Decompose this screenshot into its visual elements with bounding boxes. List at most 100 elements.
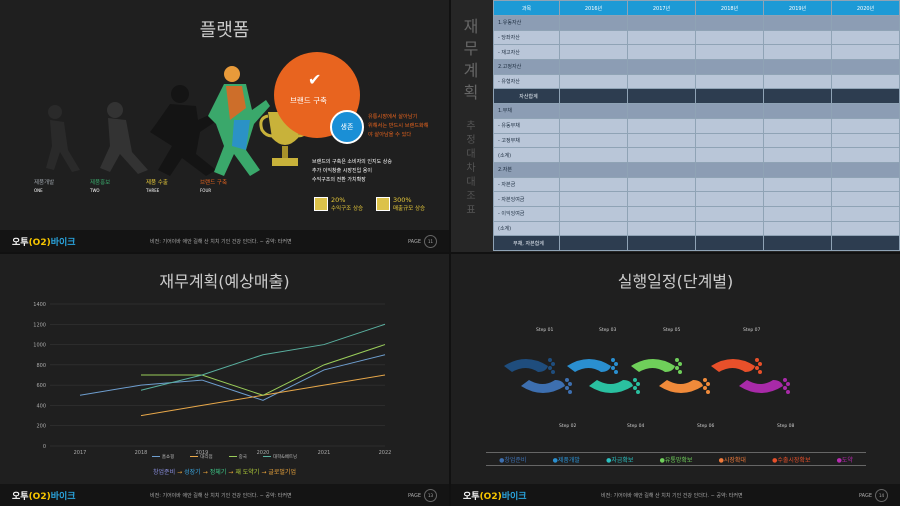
- legend-item: 대리점: [190, 455, 213, 460]
- y-tick-label: 1000: [33, 343, 46, 349]
- table-row: - 유형자산: [493, 73, 900, 90]
- table-row: (소계): [493, 147, 900, 163]
- bullet-icon: ●: [606, 456, 612, 464]
- growth-process: 창업준비 → 성장기 → 정체기 → 재 도약기 → 글로벌기업: [153, 469, 296, 476]
- y-tick-label: 200: [36, 424, 46, 430]
- sales-line-chart: 0 200 400 600 800 1000 1200 1400 2017 2018 2019 202…: [33, 302, 392, 456]
- slide-title: 재무계획(예상매출): [159, 272, 290, 291]
- logo: 오투(O2)바이크: [463, 492, 527, 502]
- table-row: 2.고정자산: [493, 59, 900, 75]
- page-number: 14: [875, 489, 888, 502]
- footprint-icon: [659, 378, 710, 394]
- table-row: 2.자본: [493, 161, 900, 178]
- survive-badge: 생존: [330, 110, 364, 144]
- slide-title: 실행일정(단계별): [617, 272, 734, 291]
- brand-benefits: 브랜드의 구축은 소비자의 인지도 상승 추가 이익창출 시장진입 용이 수익구…: [312, 159, 392, 183]
- slide-footer: 오투(O2)바이크 비전: 기어이바 애안 길해 산 치치 기인 건강 인더다.…: [451, 484, 900, 506]
- balance-sheet-table: 과목 2016년 2017년 2018년 2019년 2020년 1.유동자산 - 당좌자…: [493, 0, 900, 251]
- table-row: - 자본금: [493, 176, 900, 193]
- check-icon: ✔: [308, 70, 322, 89]
- bullet-icon: ●: [659, 456, 665, 464]
- table-row: (소계): [493, 220, 900, 237]
- page-indicator: PAGE 13: [408, 489, 437, 502]
- chart-icon: [376, 197, 390, 211]
- footprint-icon: [631, 358, 682, 374]
- phase-item: ●도약: [836, 456, 853, 464]
- table-row: - 재고자산: [493, 44, 900, 61]
- footprint-icon: [521, 378, 572, 394]
- process-stage: 정체기: [209, 469, 227, 476]
- x-tick-label: 2018: [135, 450, 148, 456]
- step-item: 브랜드 구축 FOUR: [200, 180, 228, 193]
- step-label: Step 08: [777, 424, 795, 429]
- logo: 오투(O2)바이크: [12, 238, 76, 248]
- brand-description: 유통시장에서 살아남기 위해서는 반드시 브랜드화해 야 살아남을 수 있다: [368, 114, 429, 138]
- phase-item: ●수출시장확보: [772, 456, 811, 464]
- step-label: Step 04: [627, 424, 645, 429]
- bullet-icon: ●: [552, 456, 558, 464]
- series-line: [79, 354, 386, 401]
- footprint-icon: [711, 358, 762, 374]
- page-indicator: PAGE 11: [408, 235, 437, 248]
- y-tick-label: 600: [36, 383, 46, 389]
- slide-title: 플랫폼: [199, 20, 250, 41]
- step-label: Step 03: [599, 328, 617, 333]
- y-tick-label: 1200: [33, 322, 46, 328]
- footer-message: 비전: 기어이바 애안 길해 산 치치 기인 건강 인더다. ∼ 공약: 타커면: [150, 493, 292, 499]
- logo: 오투(O2)바이크: [12, 492, 76, 502]
- x-tick-label: 2019: [196, 450, 209, 456]
- x-tick-label: 2022: [379, 450, 392, 456]
- process-stage: 성장기: [184, 469, 201, 476]
- legend-item: 홈쇼핑: [151, 455, 174, 460]
- y-tick-label: 800: [36, 363, 46, 369]
- step-label: Step 05: [663, 328, 681, 333]
- legend-item: 중국: [228, 455, 247, 460]
- table-row: 자산합계: [493, 88, 900, 105]
- footprint-icon: [504, 358, 555, 374]
- page-indicator: PAGE 14: [859, 489, 888, 502]
- x-tick-label: 2020: [257, 450, 270, 456]
- legend-item: 대학&배트닝: [262, 455, 297, 460]
- stat-sales: 300% 매출규모 상승: [376, 196, 425, 212]
- phase-list: ●창업준비 ●제품개발 ●자금확보 ●유통망확보 ●시장확대 ●수출시장확보 ●도약: [486, 452, 866, 466]
- footprint-icon: [589, 378, 640, 394]
- y-tick-label: 400: [36, 403, 46, 409]
- table-row: - 당좌자산: [493, 29, 900, 46]
- phase-item: ●자금확보: [606, 456, 634, 464]
- process-stage: 글로벌기업: [268, 469, 296, 476]
- footprint-icon: [567, 358, 618, 374]
- slide-footer: 오투(O2)바이크 비전: 기어이바 애안 길해 산 치치 기인 건강 인더다.…: [0, 230, 449, 252]
- step-item: 제품개발 ONE: [34, 180, 55, 193]
- table-row: - 유동부채: [493, 117, 900, 134]
- table-row: 1.유동자산: [493, 15, 900, 31]
- footprint-diagram: [504, 358, 790, 394]
- process-stage: 재 도약기: [235, 469, 260, 476]
- step-label: Step 07: [743, 328, 761, 333]
- step-label: Step 01: [536, 328, 554, 333]
- runner-silhouettes: [46, 66, 270, 176]
- brand-label: 브랜드 구축: [290, 96, 327, 105]
- slide-sales-forecast: 재무계획(예상매출) 0 200 400 600 800 1000 1200 1400 2017…: [0, 254, 449, 506]
- table-row: - 자본잉여금: [493, 191, 900, 207]
- phase-item: ●유통망확보: [659, 456, 693, 464]
- phase-item: ●시장확대: [718, 456, 746, 464]
- step-item: 제품 수출 THREE: [146, 180, 168, 193]
- footprint-icon: [739, 378, 790, 394]
- bullet-icon: ●: [772, 456, 778, 464]
- phase-item: ●제품개발: [552, 456, 580, 464]
- x-tick-label: 2017: [74, 450, 87, 456]
- x-tick-label: 2021: [318, 450, 331, 456]
- table-row: - 이익잉여금: [493, 205, 900, 222]
- footer-message: 비전: 기어이바 애안 길해 산 치치 기인 건강 인더다. ∼ 공약: 타커면: [601, 493, 743, 499]
- page-number: 11: [424, 235, 437, 248]
- table-row: 부채, 자본합계: [493, 235, 900, 251]
- y-tick-label: 1400: [33, 302, 46, 308]
- step-item: 제품홍보 TWO: [90, 180, 111, 193]
- step-label: Step 02: [559, 424, 577, 429]
- bullet-icon: ●: [836, 456, 842, 464]
- bullet-icon: ●: [499, 456, 505, 464]
- series-line: [141, 344, 386, 396]
- slide-execution-schedule: 실행일정(단계별) ●창업준비 ●제품개발 ●자금확보 ●유통망확보 ●시장확대 ●수출시…: [451, 254, 900, 506]
